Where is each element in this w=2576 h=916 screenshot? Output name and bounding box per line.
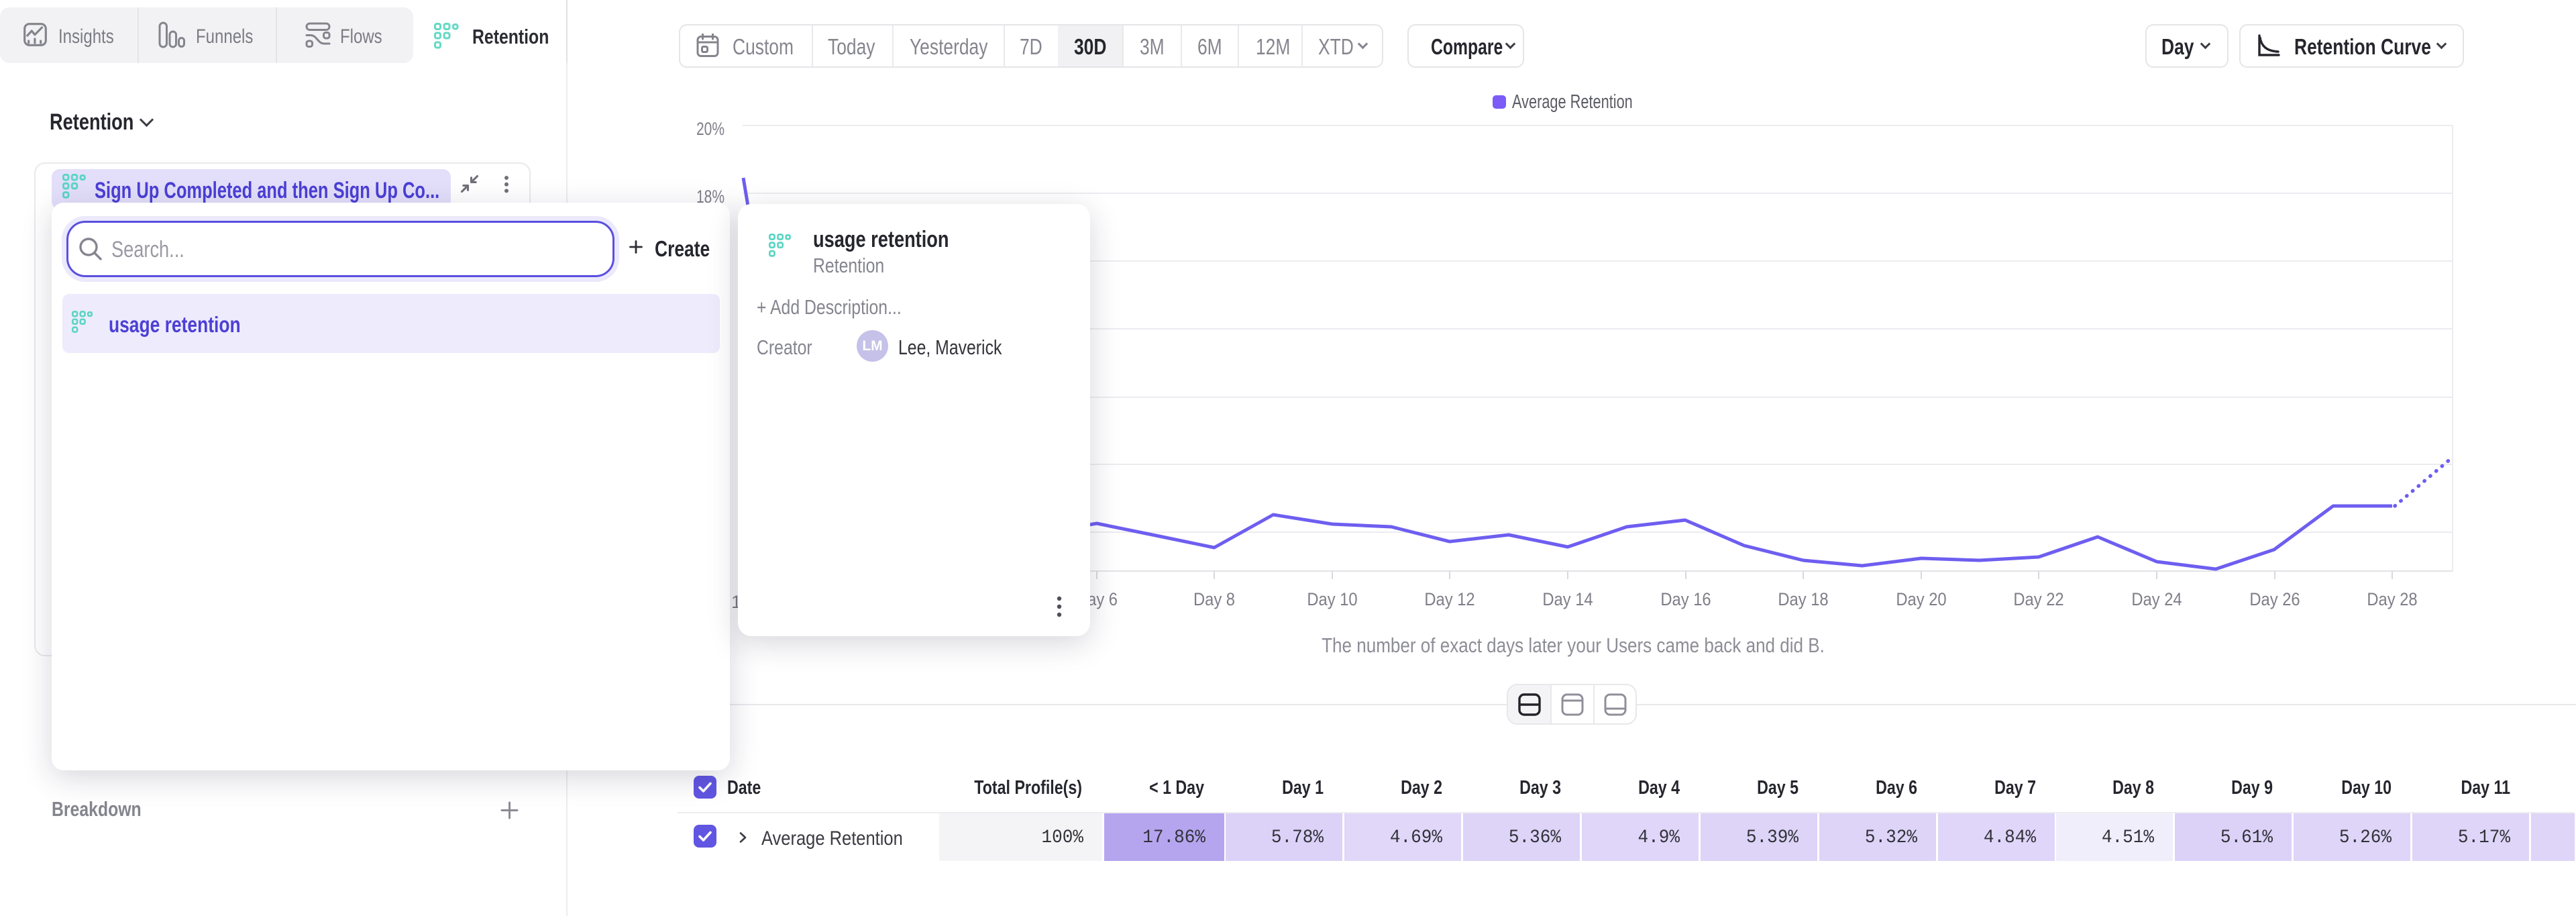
svg-text:20%: 20% xyxy=(696,119,724,139)
